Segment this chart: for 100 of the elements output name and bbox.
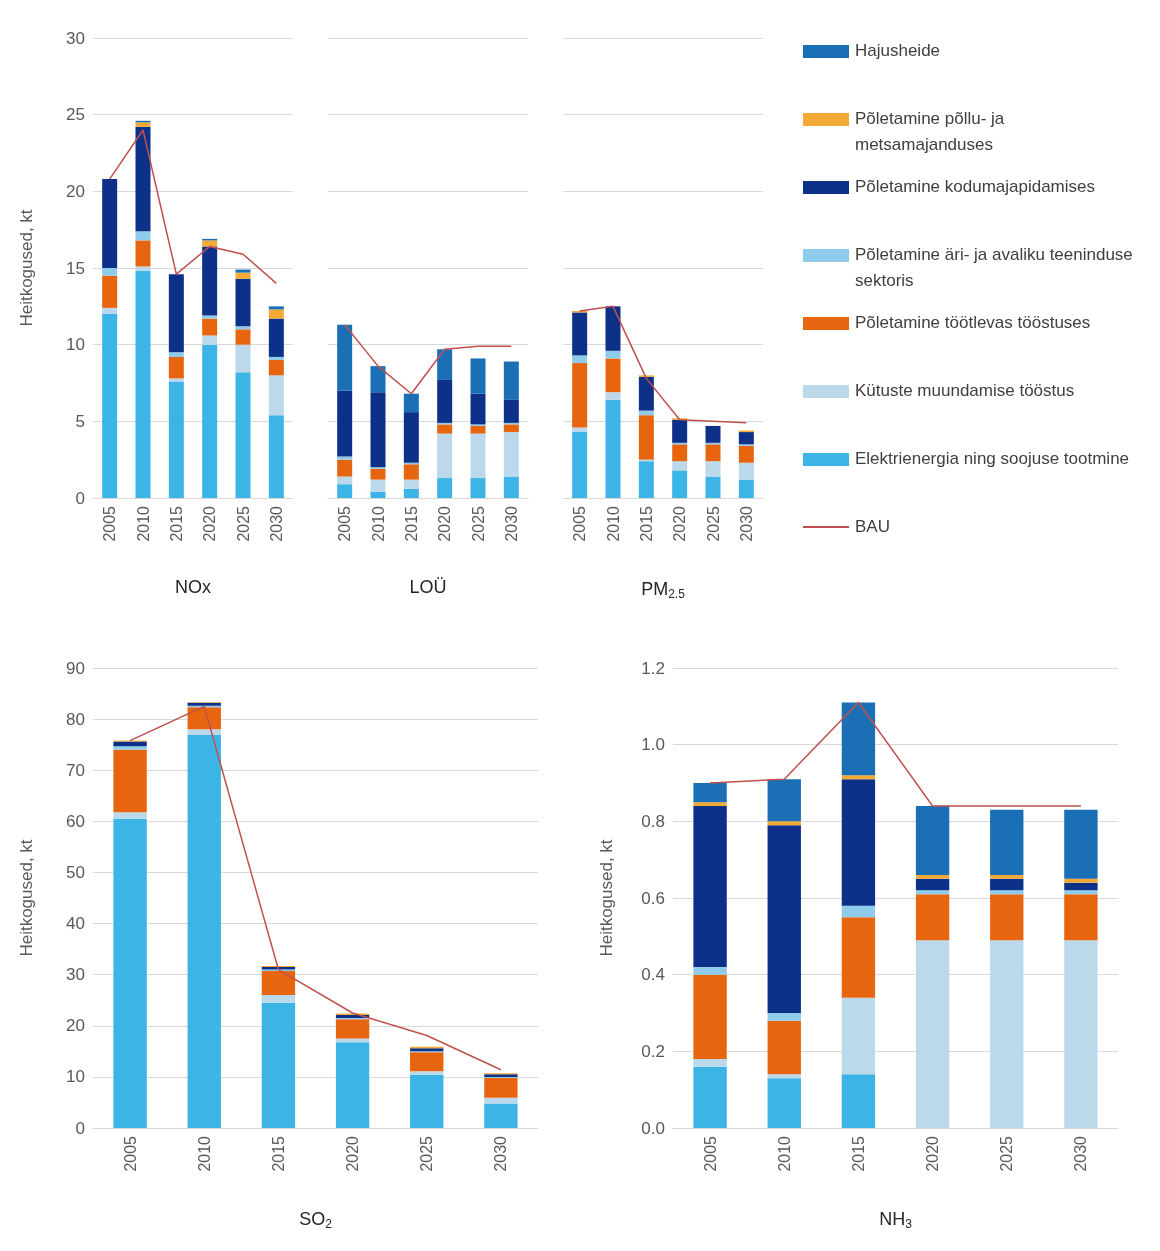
bar <box>470 358 486 394</box>
bar <box>168 381 184 498</box>
bar <box>113 818 147 1128</box>
y-tick-label: 10 <box>66 335 85 355</box>
bar <box>672 444 688 462</box>
y-tick-label: 0.2 <box>641 1041 665 1061</box>
bar <box>915 875 950 879</box>
bar <box>102 275 118 308</box>
x-tick-label: 2030 <box>1072 1135 1090 1172</box>
x-tick-label: 2025 <box>234 505 252 542</box>
bar <box>503 361 519 400</box>
x-axis-title: NOx <box>175 577 211 597</box>
bar <box>437 379 453 423</box>
bar <box>990 878 1024 891</box>
line-series <box>129 705 502 1071</box>
bar <box>767 1078 801 1128</box>
bar <box>437 349 453 380</box>
bar <box>990 875 1024 879</box>
legend-label: Hajusheide <box>855 40 942 62</box>
bar <box>638 415 654 460</box>
bar <box>113 812 147 819</box>
bar <box>738 462 754 480</box>
bar <box>990 894 1024 941</box>
bar <box>337 390 353 457</box>
bar <box>202 344 218 498</box>
bar <box>605 399 621 498</box>
bar <box>135 240 151 267</box>
legend-label: Põletamine töötlevas tööstuses <box>855 312 1092 334</box>
bar <box>841 779 876 906</box>
x-tick-label: 2020 <box>671 505 689 542</box>
x-tick-label: 2025 <box>418 1135 436 1172</box>
x-tick-label: 2015 <box>167 505 185 542</box>
x-tick-label: 2005 <box>336 505 354 542</box>
bar <box>168 352 184 357</box>
bar <box>261 995 296 1003</box>
bar <box>403 393 419 413</box>
bar <box>261 1002 296 1128</box>
x-tick-label: 2025 <box>469 505 487 542</box>
x-tick-label: 2010 <box>134 505 152 542</box>
bar <box>370 491 386 498</box>
bar <box>337 324 353 391</box>
bar <box>370 468 386 480</box>
x-tick-label: 2005 <box>571 505 589 542</box>
bar <box>470 393 486 425</box>
x-tick-label: 2015 <box>269 1135 287 1172</box>
bar <box>605 392 621 400</box>
bar <box>605 350 621 359</box>
x-tick-label: 2010 <box>604 505 622 542</box>
bar <box>1064 894 1098 941</box>
bar <box>503 399 519 423</box>
bar <box>202 246 218 316</box>
bar <box>102 268 118 276</box>
bar <box>202 335 218 345</box>
bar <box>503 424 519 433</box>
bar <box>470 425 486 434</box>
bar <box>335 1042 370 1128</box>
bar <box>135 271 151 498</box>
bar <box>337 456 353 460</box>
bar <box>337 484 353 498</box>
bar <box>168 356 184 379</box>
y-tick-label: 10 <box>66 1067 85 1087</box>
y-tick-label: 80 <box>66 709 85 729</box>
x-tick-label: 2015 <box>402 505 420 542</box>
bar <box>102 307 118 314</box>
x-tick-label: 2015 <box>849 1135 867 1172</box>
bar <box>693 783 727 803</box>
y-tick-label: 1.0 <box>641 735 665 755</box>
x-tick-label: 2020 <box>201 505 219 542</box>
x-tick-label: 2030 <box>502 505 520 542</box>
x-tick-label: 2010 <box>195 1135 213 1172</box>
bar <box>693 1059 727 1067</box>
bar <box>168 378 184 382</box>
bar <box>705 476 721 498</box>
bar <box>693 806 727 967</box>
y-tick-label: 0.4 <box>641 965 665 985</box>
bar <box>403 488 419 498</box>
bar <box>990 890 1024 895</box>
bar <box>268 356 284 360</box>
bar <box>672 470 688 498</box>
bar <box>235 269 251 273</box>
bar <box>135 266 151 272</box>
bar <box>672 419 688 443</box>
bar <box>672 461 688 471</box>
y-axis-title: Heitkogused, kt <box>17 839 36 957</box>
bar <box>235 329 251 345</box>
x-tick-label: 2025 <box>704 505 722 542</box>
bar <box>437 478 453 498</box>
x-tick-label: 2005 <box>701 1135 719 1172</box>
y-tick-label: 15 <box>66 258 85 278</box>
bar <box>187 707 221 730</box>
bar <box>990 809 1024 875</box>
bar <box>767 1020 801 1075</box>
bar <box>841 775 876 780</box>
bar <box>168 274 184 353</box>
bar <box>437 424 453 434</box>
bar <box>102 314 118 498</box>
bar <box>693 802 727 806</box>
legend-label: Elektrienergia ning soojuse tootmine <box>855 448 1131 470</box>
bar <box>767 1013 801 1021</box>
bar <box>915 894 950 941</box>
